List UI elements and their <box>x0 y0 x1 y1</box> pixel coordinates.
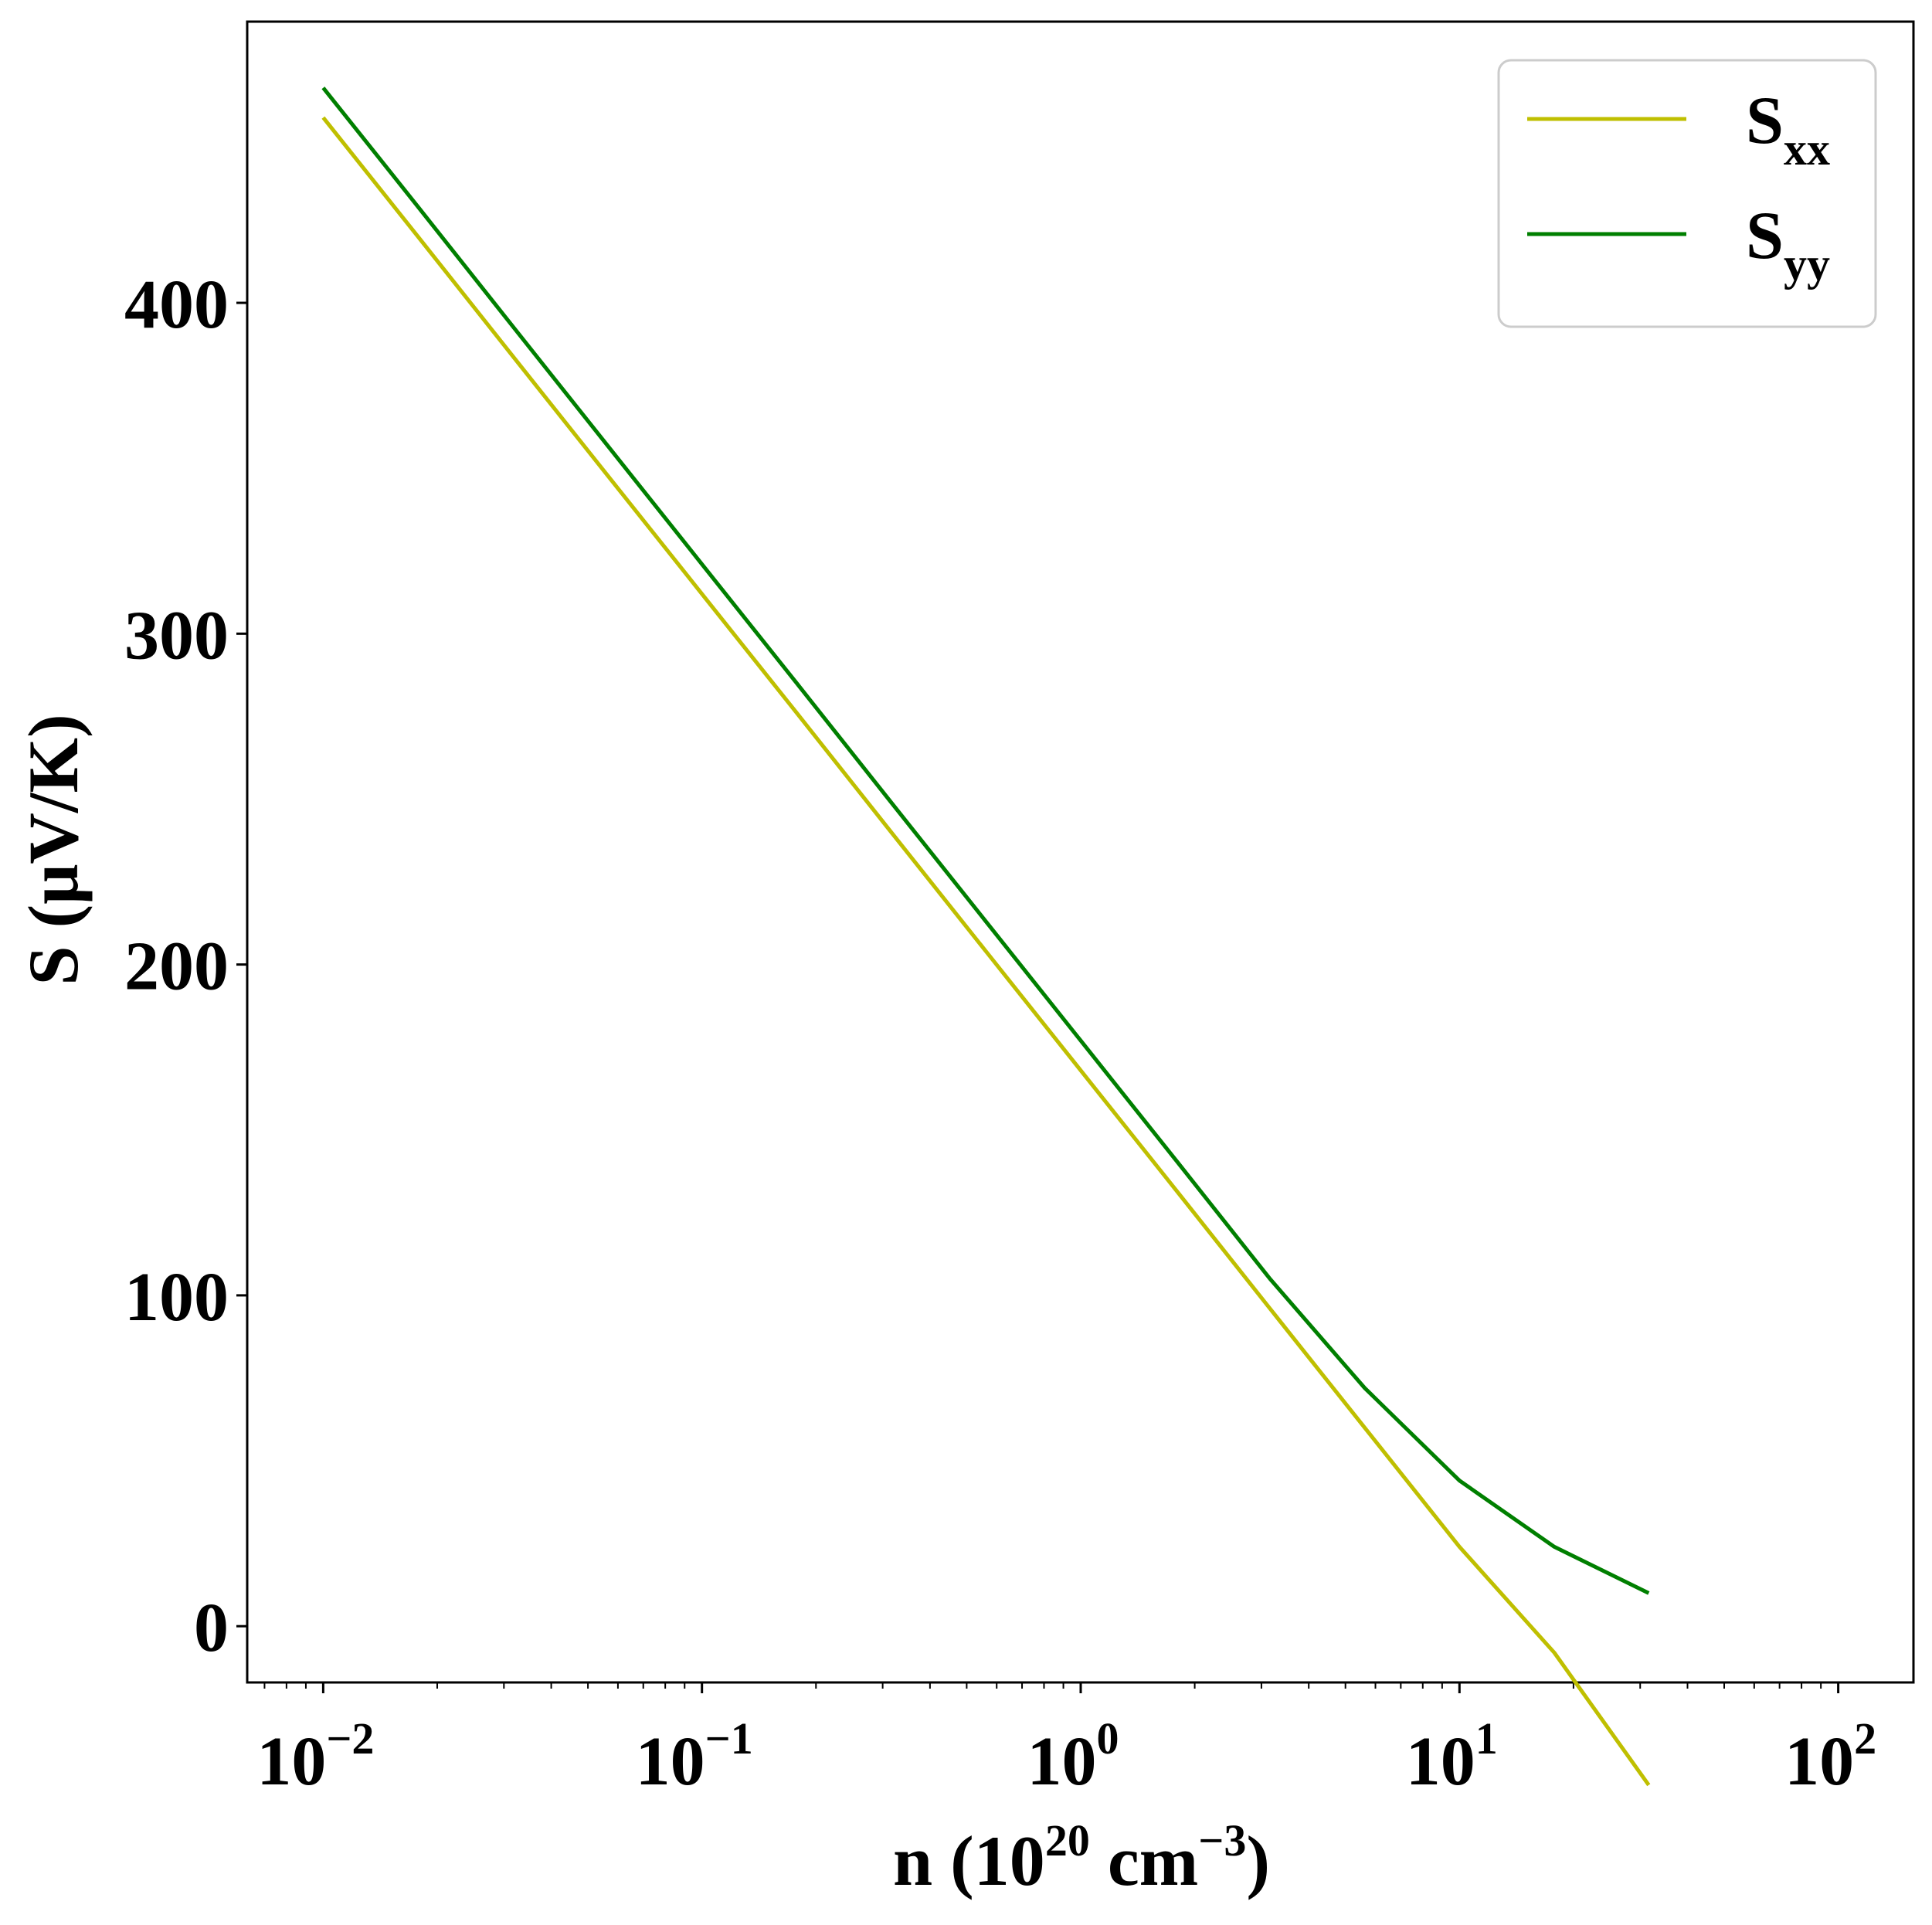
x-axis-label-end: ) <box>1246 1821 1270 1900</box>
legend-frame <box>1497 59 1877 328</box>
x-axis: 10−2 10−1 100 101 102 <box>256 1682 1876 1800</box>
x-tick-label: 100 <box>1027 1713 1119 1800</box>
series-line-s-yy <box>321 87 1650 1595</box>
y-axis-label: S (μV/K) <box>14 714 93 985</box>
legend: Sxx Syy <box>1497 59 1877 328</box>
x-axis-label: n (1020 cm−3) <box>893 1815 1270 1900</box>
y-tick-label: 400 <box>124 267 229 343</box>
x-axis-label-base: n (10 <box>893 1821 1045 1900</box>
x-tick-label: 10−1 <box>636 1713 753 1800</box>
legend-label-s-xx: Sxx <box>1746 83 1830 175</box>
y-tick-label: 300 <box>124 597 229 674</box>
y-axis: 0 100 200 300 400 <box>124 267 247 1666</box>
x-tick-label: 10−2 <box>256 1713 374 1800</box>
y-tick-label: 100 <box>124 1259 229 1336</box>
legend-label-s-yy: Syy <box>1746 199 1830 290</box>
y-tick-label: 200 <box>124 929 229 1005</box>
x-axis-label-exp2: −3 <box>1198 1815 1246 1866</box>
x-axis-label-mid: cm <box>1090 1821 1198 1900</box>
series-layer <box>321 87 1651 1787</box>
y-tick-label: 0 <box>194 1590 229 1666</box>
x-axis-label-exp1: 20 <box>1045 1815 1090 1866</box>
x-tick-label: 101 <box>1406 1713 1498 1800</box>
x-tick-label: 102 <box>1784 1713 1876 1800</box>
series-line-s-xx <box>321 116 1651 1787</box>
